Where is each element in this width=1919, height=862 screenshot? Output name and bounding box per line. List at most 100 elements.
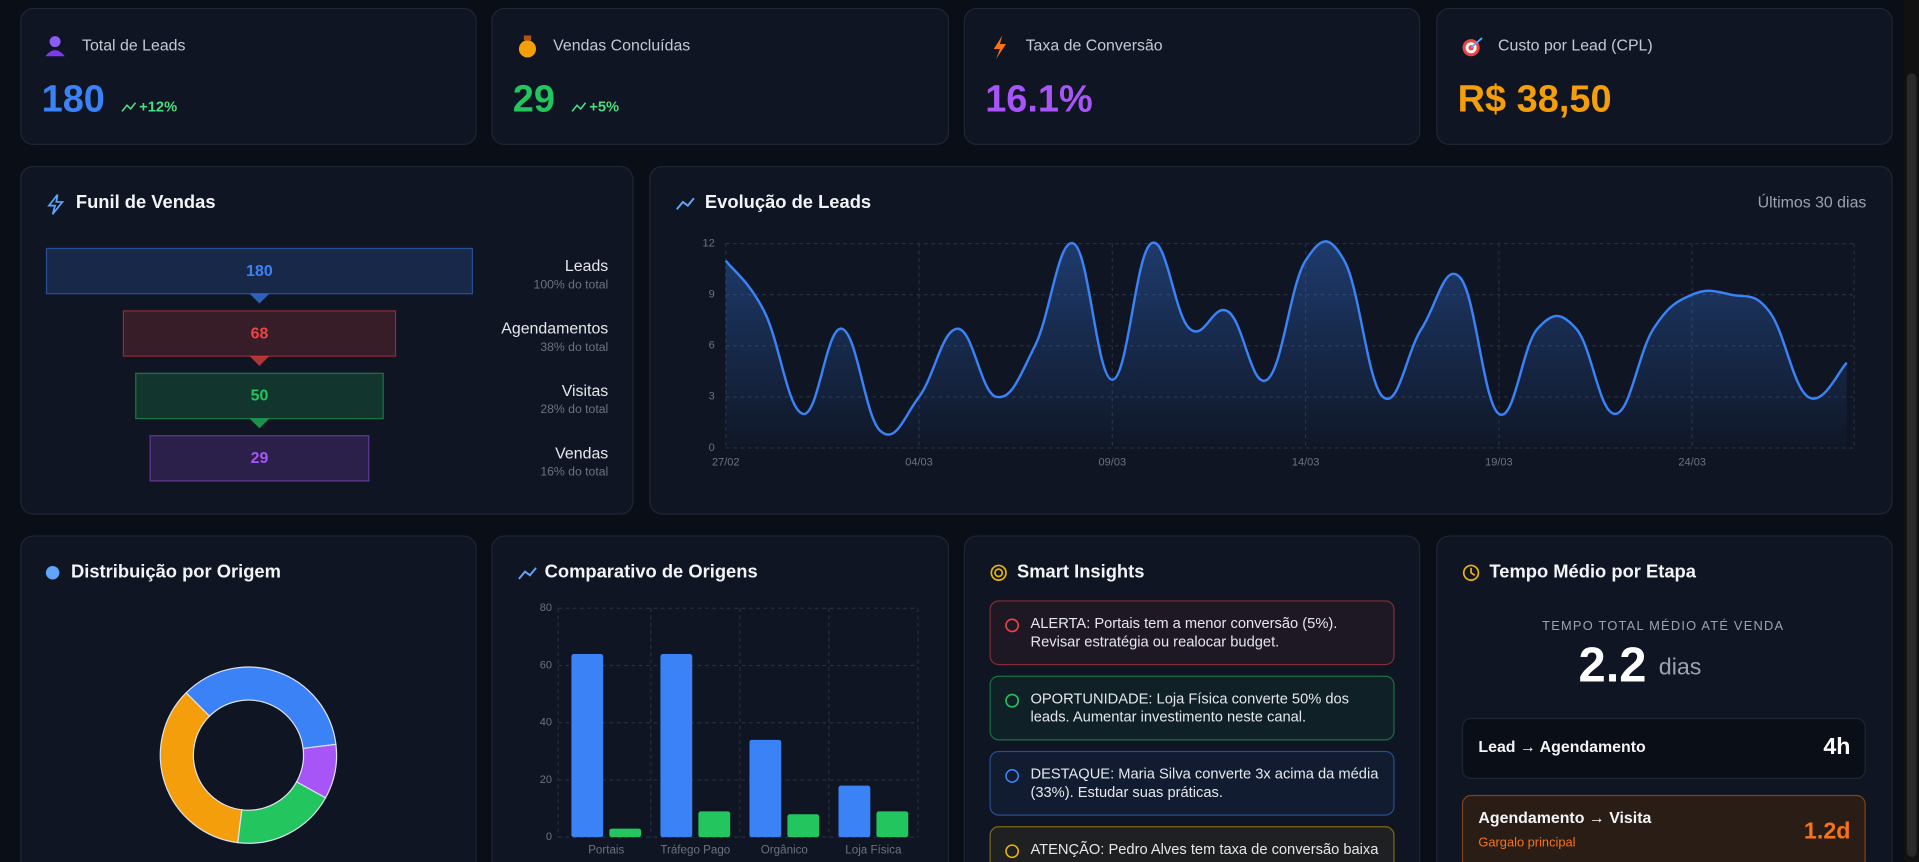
bar [609, 828, 642, 838]
kpi-change: +5% [589, 100, 619, 116]
funnel-share: 28% do total [540, 402, 608, 416]
trend-icon [571, 102, 587, 112]
kpi-label: Vendas Concluídas [553, 38, 690, 55]
money-icon [518, 35, 537, 58]
x-tick-label: 14/03 [1292, 457, 1320, 469]
stage-value: 4h [1823, 733, 1850, 759]
insight-text: (33%). Estudar suas práticas. [1030, 785, 1222, 801]
bar [571, 654, 604, 838]
insights-card [963, 535, 1421, 862]
pie-slice [159, 691, 243, 844]
funnel-bar [122, 310, 397, 357]
user-icon [45, 36, 65, 57]
bar [876, 811, 909, 838]
kpi-label: Custo por Lead (CPL) [1498, 38, 1653, 55]
bolt-icon [993, 35, 1007, 59]
stage-value: 1.2d [1804, 817, 1851, 843]
kpi-label: Taxa de Conversão [1026, 38, 1163, 55]
line-series [724, 240, 1848, 436]
y-tick-label: 60 [540, 659, 552, 671]
section-title: Distribuição por Origem [71, 561, 281, 582]
kpi-label: Total de Leads [82, 38, 186, 55]
funnel-value: 180 [246, 263, 273, 280]
y-tick-label: 0 [546, 831, 552, 843]
funnel-bar [45, 247, 474, 295]
total-unit: dias [1659, 653, 1702, 679]
insight-icon [1005, 769, 1020, 783]
funnel-stage: Vendas [555, 445, 608, 462]
y-tick-label: 80 [540, 602, 552, 614]
bar [660, 654, 693, 838]
kpi-change: +12% [139, 100, 177, 116]
x-tick-label: Orgânico [761, 844, 808, 857]
x-tick-label: Tráfego Pago [660, 844, 730, 857]
funnel-connector [249, 293, 270, 304]
funnel-share: 38% do total [540, 340, 608, 354]
insight-text: ATENÇÃO: Pedro Alves tem taxa de convers… [1030, 841, 1379, 858]
kpi-card [1436, 7, 1893, 146]
stage-box [1461, 794, 1866, 862]
x-tick-label: 24/03 [1678, 457, 1706, 469]
funnel-connector [249, 418, 270, 429]
bar [838, 785, 871, 838]
dot-icon [45, 566, 60, 580]
funnel-connector [249, 356, 270, 366]
total-label: TEMPO TOTAL MÉDIO ATÉ VENDA [1542, 618, 1784, 633]
bar-card [491, 535, 950, 862]
section-title: Tempo Médio por Etapa [1489, 561, 1696, 582]
insight-text: ALERTA: Portais tem a menor conversão (5… [1030, 616, 1337, 632]
section-title: Evolução de Leads [705, 191, 871, 212]
funnel-share: 100% do total [534, 277, 609, 291]
bar [749, 739, 782, 838]
funnel-value: 29 [251, 450, 269, 467]
insight-box [989, 675, 1395, 741]
funnel-stage: Leads [565, 258, 608, 275]
funnel-stage: Visitas [562, 383, 609, 400]
insight-text: Revisar estratégia ou realocar budget. [1030, 634, 1279, 650]
y-tick-label: 40 [540, 717, 552, 729]
stages-card [1436, 535, 1893, 862]
insight-text: leads. Aumentar investimento neste canal… [1030, 710, 1306, 726]
section-title: Smart Insights [1017, 561, 1144, 582]
kpi-card [491, 7, 950, 146]
scroll-thumb[interactable] [1906, 73, 1917, 857]
y-tick-label: 20 [540, 774, 552, 786]
x-tick-label: Loja Física [845, 844, 902, 857]
y-tick-label: 9 [709, 289, 715, 301]
x-tick-label: Portais [588, 844, 624, 857]
bolt-icon [47, 194, 65, 215]
stage-name: Lead → Agendamento [1478, 739, 1646, 756]
bar [698, 811, 731, 838]
section-title: Funil de Vendas [76, 191, 216, 212]
funnel-card [20, 165, 634, 515]
funnel-bar [149, 435, 370, 482]
total-line: 2.2 dias [1579, 638, 1702, 692]
stage-note: Gargalo principal [1478, 835, 1575, 850]
insight-text: DESTAQUE: Maria Silva converte 3x acima … [1030, 767, 1379, 783]
y-tick-label: 12 [702, 237, 714, 249]
x-tick-label: 09/03 [1099, 457, 1127, 469]
insight-text: OPORTUNIDADE: Loja Física converte 50% d… [1030, 691, 1349, 707]
section-title: Comparativo de Origens [545, 561, 758, 582]
insight-box [989, 750, 1395, 816]
pie-slice [185, 666, 337, 750]
y-tick-label: 3 [709, 391, 715, 403]
funnel-bar [135, 372, 384, 420]
target-icon [990, 564, 1007, 581]
x-tick-label: 04/03 [905, 457, 933, 469]
stage-name: Agendamento → Visita [1478, 810, 1651, 827]
trend-icon [121, 102, 137, 112]
x-tick-label: 19/03 [1485, 457, 1513, 469]
insight-box [989, 826, 1395, 862]
target-icon [1462, 37, 1483, 57]
total-value: 2.2 [1579, 638, 1647, 692]
x-tick-label: 27/02 [712, 457, 740, 469]
funnel-share: 16% do total [540, 465, 608, 479]
kpi-card [963, 7, 1421, 146]
funnel-value: 50 [251, 388, 269, 405]
subtitle: Últimos 30 dias [1758, 192, 1867, 211]
funnel-value: 68 [251, 325, 269, 342]
kpi-value: 29 [513, 79, 555, 121]
funnel-stage: Agendamentos [501, 320, 608, 337]
